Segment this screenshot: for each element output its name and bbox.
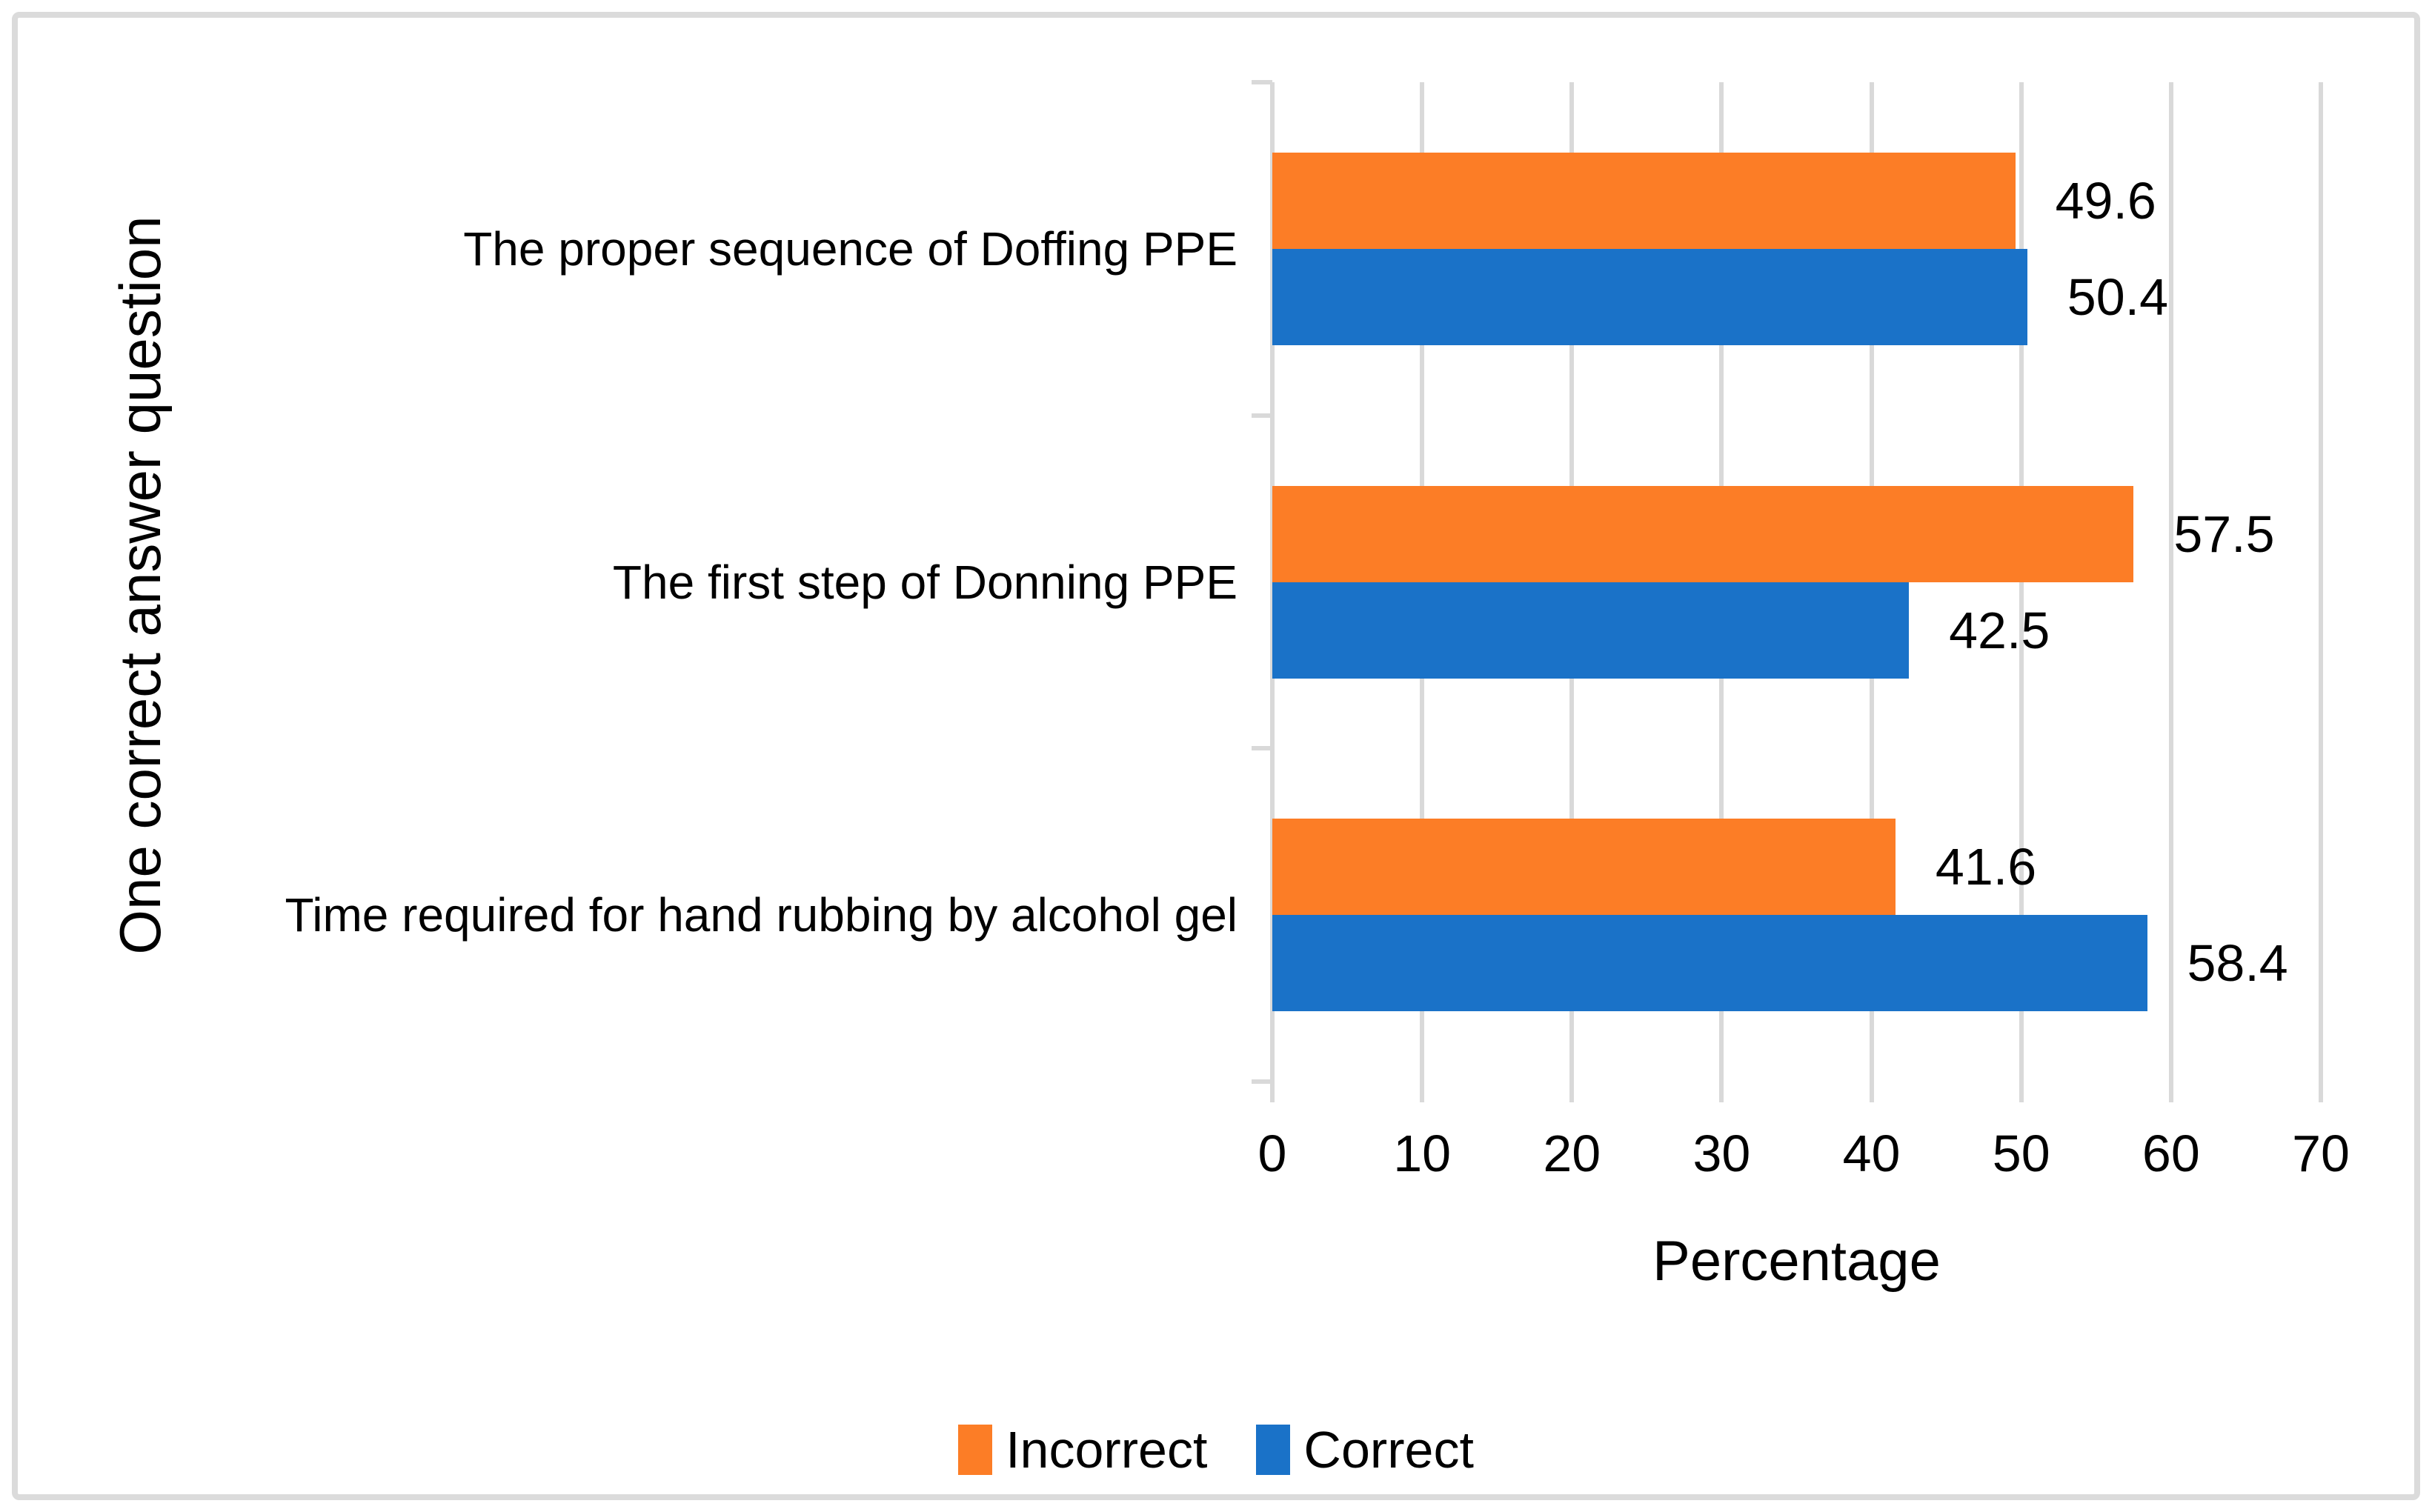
bar-value-incorrect-0: 49.6: [2055, 171, 2156, 230]
gridline-70: [2319, 82, 2323, 1082]
bar-value-incorrect-1: 57.5: [2173, 504, 2275, 563]
x-axis-tick-70: [2319, 1082, 2323, 1102]
category-label-2: Time required for hand rubbing by alcoho…: [285, 888, 1238, 942]
legend-item-incorrect: Incorrect: [958, 1416, 1207, 1483]
gridline-50: [2019, 82, 2024, 1082]
x-axis-tick-30: [1719, 1082, 1724, 1102]
bar-value-correct-1: 42.5: [1949, 601, 2050, 659]
category-label-1: The first step of Donning PPE: [612, 555, 1237, 609]
x-tick-label-50: 50: [1992, 1125, 2050, 1182]
bar-value-correct-2: 58.4: [2187, 934, 2288, 993]
legend-swatch-incorrect: [958, 1425, 993, 1475]
bar-correct-2: [1272, 915, 2147, 1012]
bar-correct-0: [1272, 248, 2027, 345]
bar-correct-1: [1272, 582, 1910, 679]
x-tick-label-0: 0: [1257, 1125, 1287, 1182]
bar-incorrect-1: [1272, 485, 2134, 582]
x-axis-tick-0: [1270, 1082, 1275, 1102]
gridline-60: [2168, 82, 2173, 1082]
legend-label-correct: Correct: [1303, 1421, 1474, 1479]
x-tick-label-10: 10: [1393, 1125, 1452, 1182]
bar-incorrect-0: [1272, 152, 2016, 249]
y-axis-tick-1: [1252, 413, 1272, 418]
category-label-0: The proper sequence of Doffing PPE: [463, 222, 1237, 276]
bar-value-correct-0: 50.4: [2067, 267, 2169, 326]
y-axis-tick-2: [1252, 746, 1272, 751]
legend-swatch-correct: [1256, 1425, 1291, 1475]
x-tick-label-40: 40: [1842, 1125, 1901, 1182]
plot-area: [1252, 80, 2323, 1102]
x-axis-tick-20: [1569, 1082, 1575, 1102]
x-axis-tick-60: [2168, 1082, 2173, 1102]
x-tick-label-70: 70: [2292, 1125, 2350, 1182]
legend-label-incorrect: Incorrect: [1006, 1421, 1208, 1479]
x-tick-label-20: 20: [1543, 1125, 1601, 1182]
bar-incorrect-2: [1272, 819, 1896, 916]
x-axis-tick-40: [1869, 1082, 1874, 1102]
x-axis-tick-50: [2019, 1082, 2024, 1102]
x-axis-tick-10: [1420, 1082, 1425, 1102]
x-tick-label-30: 30: [1692, 1125, 1751, 1182]
legend: Incorrect Correct: [0, 1416, 2432, 1483]
y-axis-tick-3: [1252, 1079, 1272, 1084]
x-tick-label-60: 60: [2142, 1125, 2200, 1182]
bar-value-incorrect-2: 41.6: [1935, 838, 2037, 896]
legend-item-correct: Correct: [1256, 1416, 1474, 1483]
y-axis-tick-0: [1252, 80, 1272, 84]
x-axis-title: Percentage: [1652, 1230, 1941, 1293]
